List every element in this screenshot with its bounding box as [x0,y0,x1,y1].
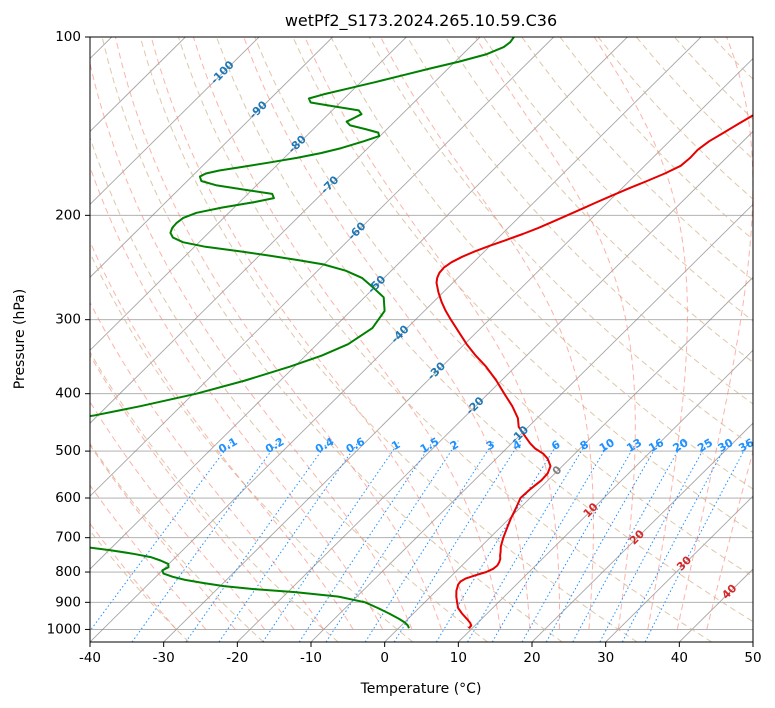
moist-adiabat-line [676,37,753,630]
moist-adiabat-line [90,444,236,630]
dry-adiabat-line [292,37,753,534]
moist-adiabat-line [90,522,177,630]
mixing-ratio-line [521,440,639,642]
y-tick-label: 800 [55,564,81,580]
dry-adiabat-line [177,37,712,642]
x-tick-label: 20 [523,650,540,666]
y-tick-label: 300 [55,312,81,328]
y-tick-label: 100 [55,29,81,45]
y-tick-label: 1000 [47,621,81,637]
moist-adiabat-line [475,37,636,630]
mixing-ratio-line [90,440,233,632]
axis-ticks: -40 -30 -20 -10 0 10 20 30 40 50 100 200 300 400 500 60… [47,29,762,666]
isotherm-line [605,495,753,642]
y-tick-label: 400 [55,386,81,402]
chart-title: wetPf2_S173.2024.265.10.59.C36 [285,11,557,31]
dry-adiabat-line [216,37,753,623]
mixing-ratio-line [435,440,560,642]
x-tick-label: -10 [300,650,322,666]
mixing-ratio-line [262,440,401,642]
x-tick-label: 50 [744,650,761,666]
isotherm-line [90,37,628,570]
moist-adiabat-line [243,37,531,630]
plot-frame [89,36,754,643]
x-axis-title: Temperature (°C) [360,681,482,697]
mixing-ratio-line [393,440,522,642]
dry-adiabat-line [139,37,638,642]
moist-adiabat-line [150,37,472,630]
y-axis-title: Pressure (hPa) [12,289,28,389]
x-tick-label: 40 [671,650,688,666]
moist-adiabat-line [90,301,325,630]
moist-adiabat-line [380,37,594,630]
mixing-ratio-line [545,440,661,642]
moist-adiabat-line [90,240,354,630]
dry-adiabat-line [406,37,753,405]
moist-adiabat-line [706,449,753,630]
mixing-ratio-line [467,440,589,642]
temperature-profile-line [435,114,753,629]
moist-adiabat-line [90,484,207,630]
dewpoint-profile-line [90,37,515,629]
moist-adiabat-line [90,165,384,630]
moist-adiabat-line [90,354,295,630]
moist-adiabat-line [192,37,501,630]
moist-adiabat-line [593,37,688,630]
x-tick-label: -20 [226,650,248,666]
isotherm-line [531,422,753,642]
y-tick-label: 600 [55,490,81,506]
mixing-ratio-line [364,440,495,642]
y-tick-label: 700 [55,530,81,546]
x-tick-label: 0 [380,650,389,666]
dry-adiabat-line [254,37,753,578]
dry-adiabat-line [445,37,753,363]
x-tick-label: 30 [597,650,614,666]
dry-adiabat-line [90,442,264,642]
x-tick-label: -30 [153,650,175,666]
isotherm-line [90,37,260,206]
dry-adiabat-line [368,37,753,447]
dry-adiabat-line [101,37,563,642]
dry-adiabat-line [90,351,339,642]
mixing-ratio-label: 36 [736,436,756,455]
mixing-ratio-line [572,440,685,642]
isotherm-line [237,130,753,642]
dry-adiabat-line [90,251,414,642]
isotherm-line [90,37,407,351]
isotherm-line [384,276,753,642]
y-tick-label: 500 [55,443,81,459]
mixing-ratio-line [599,440,709,642]
x-tick-label: -40 [79,650,101,666]
isotherm-line [90,37,334,278]
isotherm-line [458,349,753,642]
isotherm-line [163,57,753,642]
isotherm-line [90,37,481,424]
isotherm-line [310,203,753,642]
series-layer [90,37,753,629]
dry-adiabat-line [330,37,753,490]
mixing-ratio-line [491,440,611,642]
y-tick-label: 900 [55,594,81,610]
x-tick-label: 10 [450,650,467,666]
mixing-ratio-line [218,440,360,642]
mixing-ratio-line [325,440,459,642]
moist-adiabat-line [90,61,413,630]
moist-adiabat-line [304,37,560,630]
isotherm-line [90,37,555,497]
mixing-ratio-line [131,440,280,642]
grid-layer [90,37,753,642]
y-tick-label: 200 [55,207,81,223]
moist-adiabat-line [114,37,442,630]
mixing-ratio-line [298,440,434,642]
plot-background [90,37,753,642]
dry-adiabat-line [90,135,488,642]
